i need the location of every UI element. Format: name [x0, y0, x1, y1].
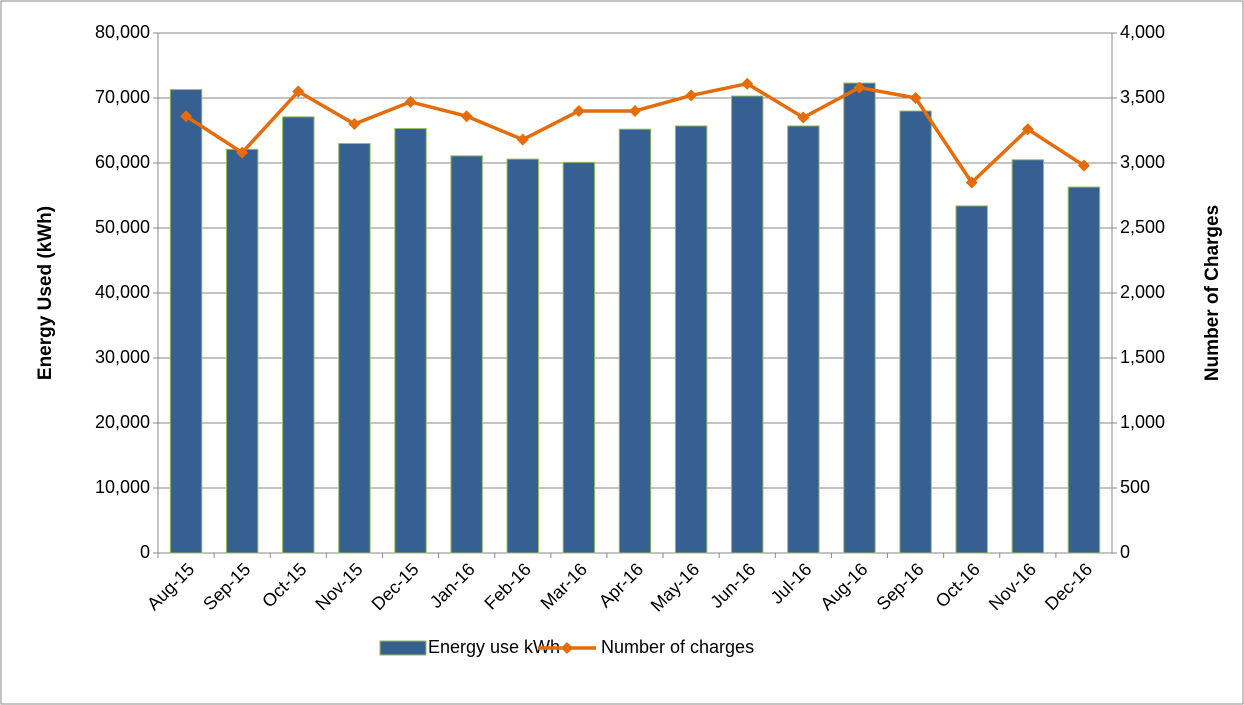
y2-tick-label: 3,500	[1120, 87, 1165, 107]
bar	[674, 125, 708, 554]
y2-tick-label: 3,000	[1120, 152, 1165, 172]
line-marker	[572, 105, 585, 117]
bar	[787, 125, 820, 554]
y2-tick-label: 1,500	[1120, 347, 1165, 367]
legend-swatch	[379, 640, 427, 656]
line-marker	[797, 111, 810, 124]
y2-tick-label: 2,500	[1120, 217, 1165, 237]
line-marker	[741, 77, 754, 90]
y-tick-label: 50,000	[95, 217, 150, 237]
legend-marker	[561, 642, 573, 654]
line-marker	[460, 110, 473, 123]
y-tick-label: 20,000	[95, 412, 150, 432]
line-marker	[909, 92, 922, 104]
line-marker	[1077, 159, 1090, 172]
bar	[169, 89, 203, 554]
bar	[562, 161, 596, 554]
bar	[282, 116, 315, 554]
legend-label: Number of charges	[601, 637, 754, 657]
y-tick-label: 70,000	[95, 87, 150, 107]
y2-tick-label: 0	[1120, 542, 1130, 562]
y2-tick-label: 4,000	[1120, 22, 1165, 42]
y-tick-label: 30,000	[95, 347, 150, 367]
y2-tick-label: 2,000	[1120, 282, 1165, 302]
y-axis-title: Energy Used (kWh)	[35, 206, 56, 380]
line-marker	[965, 176, 978, 189]
bar	[506, 158, 539, 554]
bar	[899, 110, 932, 554]
y-tick-label: 10,000	[95, 477, 150, 497]
bar	[618, 128, 652, 554]
bar	[955, 205, 988, 554]
bar	[394, 128, 427, 554]
y-tick-label: 60,000	[95, 152, 150, 172]
line-marker	[685, 89, 698, 102]
y2-tick-label: 1,000	[1120, 412, 1165, 432]
y2-tick-label: 500	[1120, 477, 1150, 497]
bar	[338, 143, 371, 554]
bar	[450, 155, 483, 554]
line-marker	[853, 81, 866, 94]
line-marker	[348, 118, 361, 130]
bar	[1067, 186, 1101, 554]
line-marker	[404, 95, 417, 108]
y2-axis-title: Number of Charges	[1202, 205, 1223, 381]
bar	[1011, 159, 1045, 554]
bar	[843, 82, 876, 554]
line-marker	[180, 110, 193, 123]
line-marker	[516, 133, 529, 146]
bar	[731, 95, 764, 554]
line-marker	[292, 85, 305, 98]
bar	[225, 148, 259, 554]
line-marker	[629, 105, 641, 117]
y-tick-label: 80,000	[95, 22, 150, 42]
y-tick-label: 0	[140, 542, 150, 562]
line-marker	[236, 146, 249, 159]
line-marker	[1021, 123, 1034, 136]
y-tick-label: 40,000	[95, 282, 150, 302]
legend-label: Energy use kWh	[428, 637, 560, 657]
